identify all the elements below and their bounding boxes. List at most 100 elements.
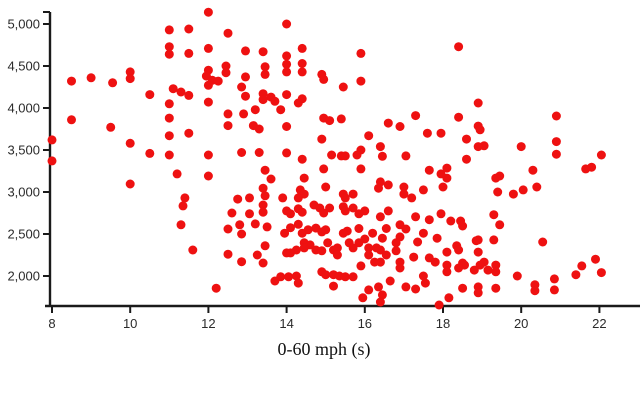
data-point [491, 267, 501, 277]
data-point [508, 189, 518, 199]
data-point [418, 271, 428, 281]
data-point [319, 208, 329, 218]
data-point [446, 216, 456, 226]
data-point [125, 138, 135, 148]
data-point [442, 260, 452, 270]
data-point [266, 174, 276, 184]
data-point [282, 67, 292, 77]
data-point [211, 283, 221, 293]
data-point [327, 150, 337, 160]
data-point [125, 179, 135, 189]
data-point [282, 59, 292, 69]
data-point [352, 150, 362, 160]
data-point [399, 189, 409, 199]
x-tick-label: 18 [436, 316, 450, 331]
data-point [252, 250, 262, 260]
data-point [203, 43, 213, 53]
data-point [491, 173, 501, 183]
data-point [282, 51, 292, 61]
data-point [258, 207, 268, 217]
data-point [67, 115, 76, 125]
data-point [391, 246, 401, 256]
data-point [223, 121, 233, 131]
data-point [385, 276, 395, 286]
data-point [551, 149, 561, 159]
data-point [401, 282, 411, 292]
data-point [176, 87, 186, 97]
data-point [395, 263, 405, 273]
data-point [532, 182, 542, 192]
data-point [108, 78, 118, 88]
data-point [407, 193, 417, 203]
data-point [577, 261, 587, 271]
data-point [471, 236, 481, 246]
data-point [203, 150, 213, 160]
data-point [518, 185, 528, 195]
data-point [293, 193, 303, 203]
data-point [260, 69, 270, 79]
data-point [223, 224, 233, 234]
data-point [237, 82, 247, 92]
data-point [374, 183, 383, 193]
data-point [258, 200, 268, 210]
data-point [237, 229, 247, 239]
data-point [383, 118, 393, 128]
data-point [282, 19, 292, 29]
data-point [483, 265, 493, 275]
data-point [571, 270, 581, 280]
data-point [348, 189, 358, 199]
x-tick-label: 8 [48, 316, 55, 331]
data-point [317, 134, 327, 144]
data-point [286, 223, 295, 233]
data-point [551, 137, 561, 147]
data-point [473, 142, 483, 152]
data-point [203, 171, 213, 181]
data-point [282, 90, 292, 100]
data-point [319, 74, 329, 84]
data-point [145, 148, 155, 158]
data-point [354, 224, 364, 233]
data-point [418, 185, 428, 195]
data-point [491, 283, 501, 293]
data-point [203, 97, 213, 107]
data-point [164, 25, 174, 35]
data-point [596, 150, 606, 160]
data-point [321, 182, 331, 192]
x-tick-label: 14 [279, 316, 293, 331]
data-point [377, 233, 387, 243]
data-point [221, 68, 231, 78]
data-point [454, 245, 464, 255]
data-point [250, 219, 260, 229]
data-point [551, 111, 561, 121]
data-point [336, 114, 346, 124]
data-point [354, 209, 364, 219]
data-point [356, 76, 366, 86]
data-point [323, 238, 333, 248]
x-tick-label: 16 [358, 316, 372, 331]
data-point [237, 148, 247, 157]
data-point [354, 238, 364, 248]
data-point [340, 272, 350, 282]
data-point [286, 209, 295, 219]
data-point [297, 154, 307, 164]
x-tick-label: 12 [201, 316, 215, 331]
data-point [270, 96, 280, 106]
data-point [237, 257, 247, 267]
data-point [286, 248, 295, 258]
data-point [458, 221, 468, 231]
data-point [164, 99, 174, 109]
data-point [282, 122, 292, 131]
data-point [245, 209, 254, 219]
x-tick-label: 22 [592, 316, 606, 331]
data-point [164, 131, 174, 141]
data-point [375, 212, 385, 222]
data-point [184, 128, 194, 138]
data-point [184, 24, 194, 34]
data-point [444, 293, 454, 303]
data-point [270, 276, 280, 286]
data-point [442, 267, 452, 277]
data-point [581, 164, 591, 174]
data-point [258, 95, 268, 105]
data-point [67, 76, 76, 86]
